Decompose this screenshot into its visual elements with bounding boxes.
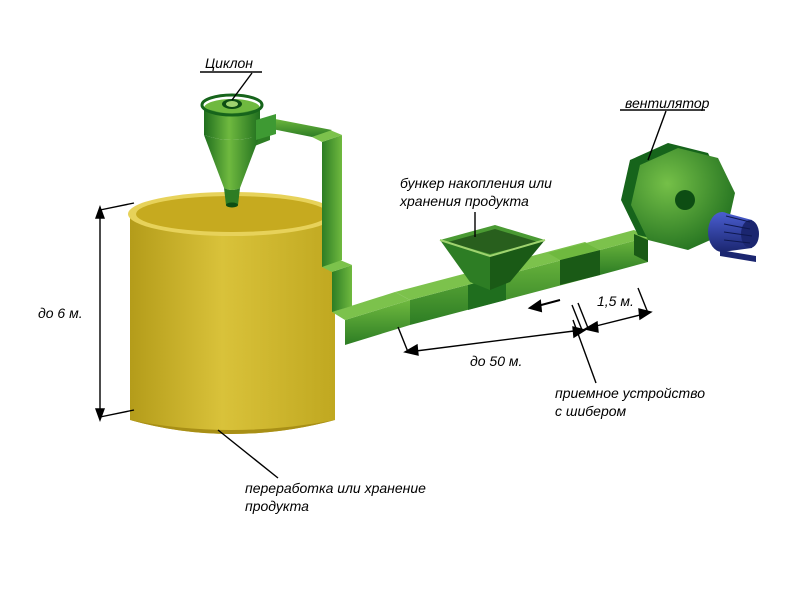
label-conveyor: до 50 м. bbox=[470, 353, 522, 371]
label-fan: вентилятор bbox=[625, 95, 709, 113]
cyclone bbox=[202, 95, 276, 208]
flow-arrow bbox=[530, 300, 560, 311]
dim-height bbox=[96, 203, 134, 420]
motor bbox=[708, 212, 759, 262]
label-short: 1,5 м. bbox=[597, 293, 634, 311]
duct-lower-left bbox=[322, 260, 410, 345]
diagram-stage: Циклон вентилятор бункер накопления или … bbox=[0, 0, 800, 600]
label-storage: переработка или хранение продукта bbox=[245, 480, 426, 515]
label-cyclone: Циклон bbox=[205, 55, 253, 73]
label-height: до 6 м. bbox=[38, 305, 83, 323]
silo bbox=[128, 192, 336, 434]
label-receiver: приемное устройство с шибером bbox=[555, 385, 705, 420]
label-hopper: бункер накопления или хранения продукта bbox=[400, 175, 552, 210]
